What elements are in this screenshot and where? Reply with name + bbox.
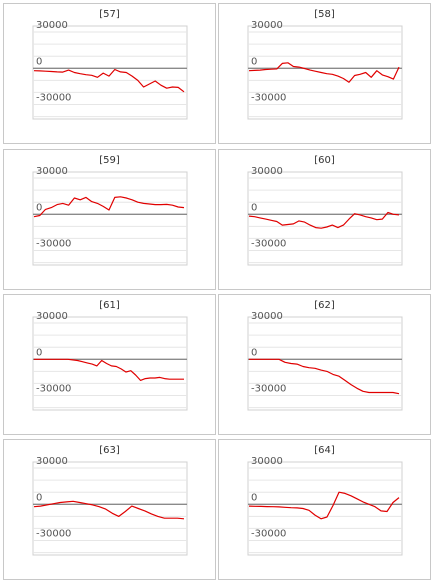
chart-panel: [61] 30000 0 -30000 [3, 294, 216, 435]
chart-panel: [64] 30000 0 -30000 [218, 439, 431, 580]
y-tick-label: 0 [251, 202, 257, 213]
y-tick-label: 30000 [251, 20, 283, 31]
y-tick-label: 0 [251, 347, 257, 358]
y-tick-label: 30000 [36, 166, 68, 177]
y-tick-label: 30000 [251, 311, 283, 322]
chart-title: [64] [314, 445, 335, 456]
plot-area [32, 25, 188, 120]
chart-panel: [60] 30000 0 -30000 [218, 149, 431, 290]
chart-title: [59] [99, 155, 120, 166]
y-tick-label: 0 [36, 347, 42, 358]
y-tick-label: 0 [36, 202, 42, 213]
chart-title: [57] [99, 9, 120, 20]
chart-title: [62] [314, 300, 335, 311]
plot-area [32, 171, 188, 266]
chart-panel: [57] 30000 0 -30000 [3, 3, 216, 144]
series-line [33, 68, 185, 93]
y-tick-label: -30000 [36, 529, 71, 540]
y-tick-label: 0 [36, 56, 42, 67]
y-tick-label: -30000 [36, 239, 71, 250]
chart-svg: 30000 0 -30000 [247, 166, 403, 266]
y-tick-label: 0 [36, 492, 42, 503]
y-tick-label: 30000 [36, 20, 68, 31]
y-tick-label: 30000 [36, 456, 68, 467]
chart-panel: [63] 30000 0 -30000 [3, 439, 216, 580]
series-line [34, 358, 184, 382]
y-tick-label: -30000 [251, 93, 286, 104]
series-line [249, 358, 400, 395]
chart-panel: [62] 30000 0 -30000 [218, 294, 431, 435]
plot-area [32, 461, 188, 556]
y-tick-label: 30000 [251, 166, 283, 177]
chart-svg: 30000 0 -30000 [247, 311, 403, 411]
y-tick-label: -30000 [36, 384, 71, 395]
y-tick-label: -30000 [251, 529, 286, 540]
plot-area [247, 25, 403, 120]
chart-title: [58] [314, 9, 335, 20]
series-line [248, 62, 400, 83]
series-line [33, 500, 185, 520]
chart-svg: 30000 0 -30000 [32, 166, 188, 266]
plot-area [247, 171, 403, 266]
chart-svg: 30000 0 -30000 [32, 20, 188, 120]
plot-area [247, 461, 403, 556]
chart-svg: 30000 0 -30000 [247, 20, 403, 120]
chart-svg: 30000 0 -30000 [247, 456, 403, 556]
series-line [248, 491, 400, 520]
series-line [248, 211, 400, 229]
y-tick-label: 30000 [36, 311, 68, 322]
y-tick-label: -30000 [251, 384, 286, 395]
y-tick-label: -30000 [251, 239, 286, 250]
chart-title: [60] [314, 155, 335, 166]
y-tick-label: 0 [251, 492, 257, 503]
chart-svg: 30000 0 -30000 [32, 456, 188, 556]
chart-title: [63] [99, 445, 120, 456]
y-tick-label: 30000 [251, 456, 283, 467]
chart-panel: [59] 30000 0 -30000 [3, 149, 216, 290]
series-line [33, 196, 185, 218]
chart-panel: [58] 30000 0 -30000 [218, 3, 431, 144]
y-tick-label: -30000 [36, 93, 71, 104]
plot-area [32, 316, 188, 411]
plot-area [247, 316, 403, 411]
chart-svg: 30000 0 -30000 [32, 311, 188, 411]
y-tick-label: 0 [251, 56, 257, 67]
chart-title: [61] [99, 300, 120, 311]
